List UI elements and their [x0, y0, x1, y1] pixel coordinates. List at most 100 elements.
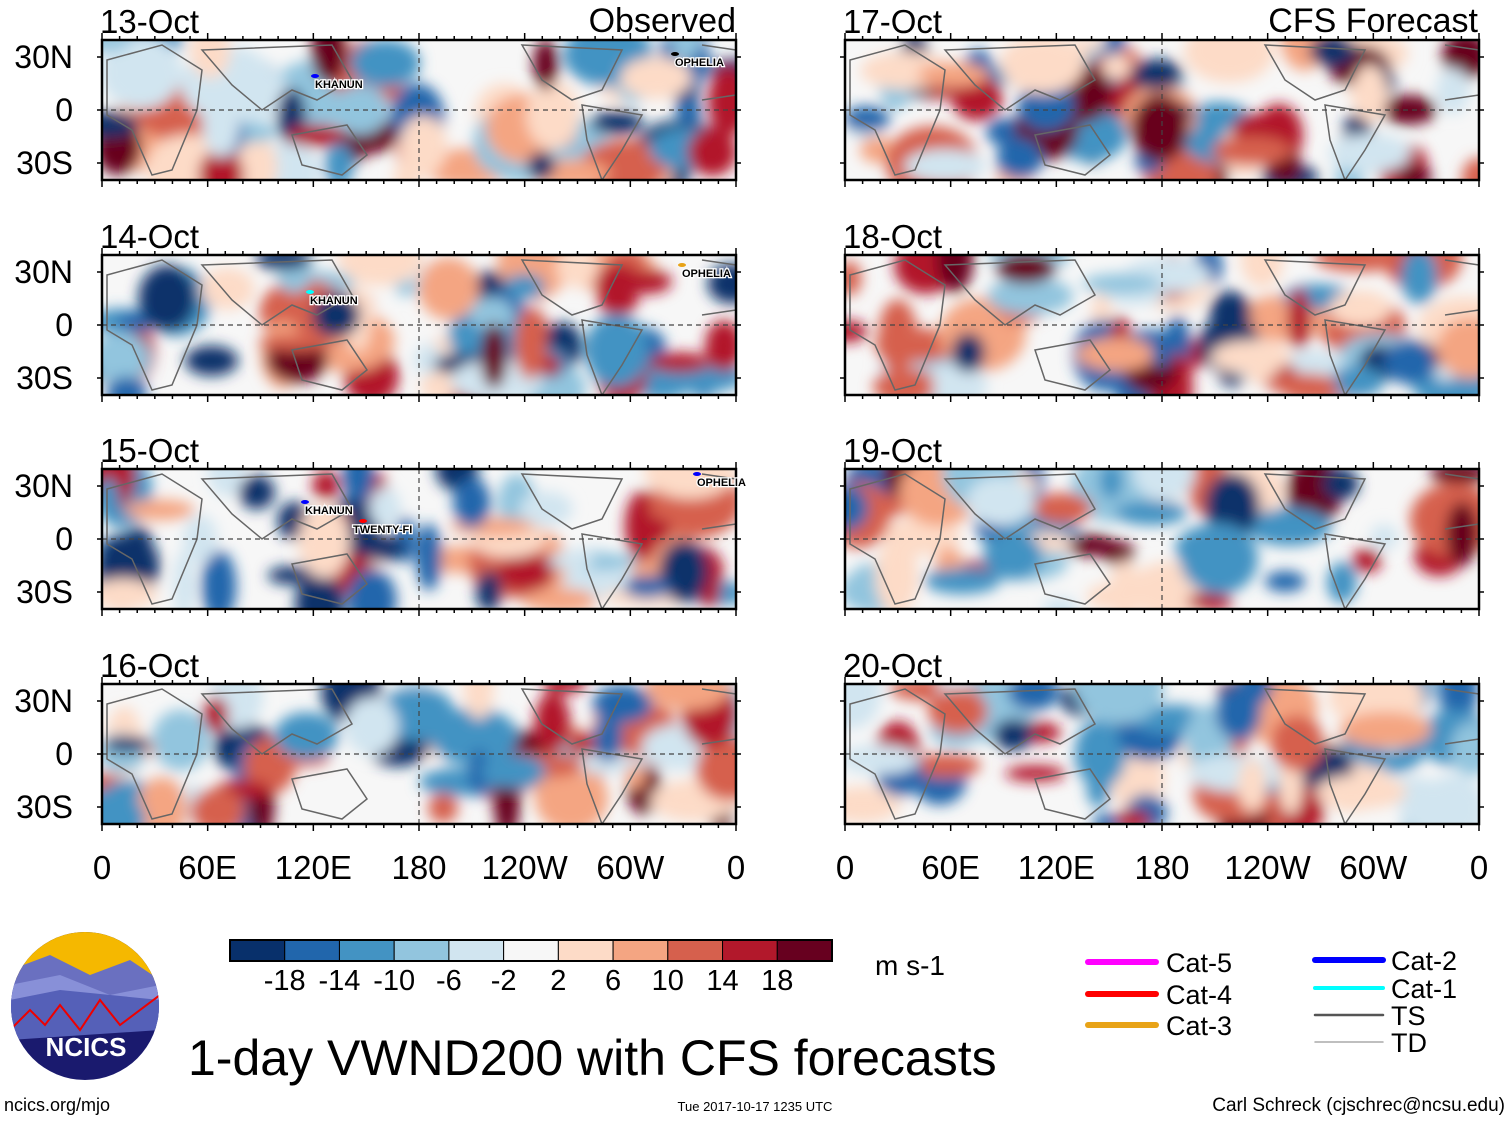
- lat-label: 30S: [16, 574, 73, 610]
- wind-anomaly-blob: [138, 264, 197, 332]
- legend-label: Cat-2: [1391, 946, 1457, 976]
- wind-anomaly-blob: [350, 40, 421, 87]
- lat-label: 0: [55, 521, 73, 557]
- colorbar-label: 10: [652, 965, 684, 997]
- wind-anomaly-blob: [267, 566, 313, 585]
- wind-anomaly-blob: [676, 97, 702, 126]
- panel-date: 14-Oct: [100, 218, 199, 255]
- wind-anomaly-blob: [347, 569, 397, 609]
- wind-anomaly-blob: [1033, 492, 1093, 525]
- ncics-logo: NCICS: [11, 932, 159, 1080]
- colorbar-swatch: [338, 939, 395, 962]
- units-label: m s-1: [875, 950, 945, 981]
- colorbar-label: -10: [373, 965, 415, 997]
- wind-anomaly-blob: [1309, 40, 1356, 67]
- wind-anomaly-blob: [904, 148, 987, 180]
- wind-anomaly-blob: [1327, 561, 1357, 604]
- storm-track: [359, 519, 367, 523]
- lon-label: 180: [1134, 849, 1189, 886]
- wind-anomaly-blob: [102, 40, 182, 110]
- wind-anomaly-blob: [983, 531, 1044, 580]
- wind-anomaly-blob: [274, 712, 339, 759]
- lat-label: 0: [55, 736, 73, 772]
- colorbar-label: 18: [761, 965, 793, 997]
- wind-anomaly-blob: [1339, 711, 1432, 749]
- figure-title: 1-day VWND200 with CFS forecasts: [188, 1030, 997, 1086]
- footer-site: ncics.org/mjo: [4, 1095, 110, 1115]
- lat-label: 0: [55, 307, 73, 343]
- lat-label: 30N: [14, 39, 73, 75]
- map-panel: 14-Oct 30N 0 30S KHANUN OPHELIA: [14, 218, 741, 402]
- wind-anomaly-blob: [527, 151, 556, 180]
- wind-anomaly-blob: [198, 148, 244, 180]
- coastlines: [849, 44, 1479, 180]
- wind-anomaly-blob: [200, 267, 255, 310]
- wind-anomaly-blob: [993, 718, 1034, 751]
- footer-author: Carl Schreck (cjschrec@ncsu.edu): [1212, 1095, 1505, 1116]
- wind-anomaly-blob: [468, 749, 490, 797]
- panel-date: 17-Oct: [843, 3, 942, 40]
- lat-label: 30N: [14, 468, 73, 504]
- legend-label: Cat-5: [1166, 948, 1232, 978]
- legend-label: Cat-4: [1166, 980, 1232, 1010]
- colorbar-swatch: [667, 939, 724, 962]
- wind-anomaly-blob: [151, 709, 210, 771]
- wind-anomaly-blob: [497, 554, 555, 592]
- wind-anomaly-blob: [238, 475, 275, 510]
- wind-anomaly-blob: [1383, 340, 1435, 384]
- wind-anomaly-blob: [593, 713, 623, 762]
- wind-anomaly-blob: [1315, 774, 1407, 810]
- footer-timestamp: Tue 2017-10-17 1235 UTC: [678, 1099, 833, 1114]
- storm-track: [693, 472, 701, 476]
- wind-anomaly-blob: [996, 255, 1056, 284]
- wind-anomaly-blob: [184, 345, 239, 376]
- wind-anomaly-blob: [1082, 273, 1161, 294]
- coastlines: [106, 688, 736, 824]
- wind-anomaly-blob: [1263, 373, 1339, 394]
- wind-anomaly-blob: [873, 368, 940, 395]
- storm-label: OPHELIA: [682, 268, 731, 280]
- wind-anomaly-blob: [845, 261, 862, 296]
- wind-anomaly-blob: [875, 538, 918, 609]
- wind-anomaly-blob: [1329, 290, 1392, 327]
- wind-anomaly-blob: [418, 257, 479, 320]
- wind-anomaly-blob: [917, 62, 989, 88]
- wind-anomaly-blob: [104, 736, 150, 753]
- storm-label: OPHELIA: [697, 477, 746, 489]
- wind-anomaly-blob: [1369, 524, 1399, 550]
- wind-anomaly-blob: [1101, 54, 1131, 80]
- wind-anomaly-blob: [369, 487, 401, 528]
- wind-anomaly-blob: [1381, 95, 1437, 125]
- wind-anomaly-blob: [1247, 508, 1332, 546]
- wind-anomaly-blob: [1076, 337, 1156, 372]
- wind-anomaly-blob: [393, 158, 420, 180]
- wind-anomaly-blob: [1352, 64, 1388, 123]
- wind-anomaly-blob: [202, 87, 240, 158]
- wind-anomaly-blob: [255, 255, 313, 271]
- colorbar-swatch: [776, 939, 833, 962]
- lon-label: 0: [1470, 849, 1488, 886]
- wind-anomaly-blob: [1062, 534, 1117, 557]
- lon-label: 60W: [1339, 849, 1408, 886]
- wind-anomaly-blob: [1017, 80, 1075, 131]
- wind-anomaly-blob: [659, 540, 708, 603]
- wind-anomaly-blob: [1264, 571, 1306, 592]
- wind-anomaly-blob: [480, 323, 508, 389]
- colorbar-swatch: [612, 939, 669, 962]
- wind-anomaly-blob: [1328, 133, 1411, 173]
- legend-label: TD: [1391, 1028, 1427, 1058]
- wind-anomaly-blob: [1210, 340, 1292, 374]
- wind-anomaly-blob: [102, 331, 150, 385]
- wind-anomaly-blob: [1209, 290, 1251, 336]
- wind-anomaly-blob: [312, 293, 361, 338]
- wind-anomaly-blob: [312, 470, 340, 500]
- wind-anomaly-blob: [295, 574, 345, 609]
- storm-track: [311, 74, 319, 78]
- wind-anomaly-blob: [1322, 469, 1359, 501]
- wind-anomaly-blob: [514, 307, 547, 380]
- wind-anomaly-blob: [648, 352, 711, 373]
- wind-anomaly-blob: [845, 684, 882, 729]
- wind-anomaly-blob: [124, 499, 195, 521]
